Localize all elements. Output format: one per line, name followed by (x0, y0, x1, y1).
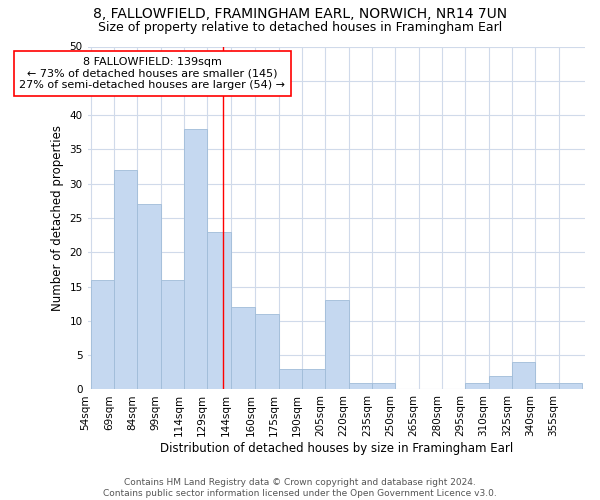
X-axis label: Distribution of detached houses by size in Framingham Earl: Distribution of detached houses by size … (160, 442, 513, 455)
Bar (161, 280, 184, 390)
Bar (207, 232, 230, 390)
Bar (114, 170, 137, 390)
Bar (488, 376, 512, 390)
Text: Size of property relative to detached houses in Framingham Earl: Size of property relative to detached ho… (98, 21, 502, 34)
Bar (91, 280, 114, 390)
Bar (372, 382, 395, 390)
Bar (559, 382, 582, 390)
Bar (137, 204, 161, 390)
Bar (279, 369, 302, 390)
Bar (349, 382, 372, 390)
Bar (512, 362, 535, 390)
Bar (466, 382, 488, 390)
Text: 8 FALLOWFIELD: 139sqm
← 73% of detached houses are smaller (145)
27% of semi-det: 8 FALLOWFIELD: 139sqm ← 73% of detached … (19, 57, 285, 90)
Y-axis label: Number of detached properties: Number of detached properties (51, 125, 64, 311)
Text: Contains HM Land Registry data © Crown copyright and database right 2024.
Contai: Contains HM Land Registry data © Crown c… (103, 478, 497, 498)
Text: 8, FALLOWFIELD, FRAMINGHAM EARL, NORWICH, NR14 7UN: 8, FALLOWFIELD, FRAMINGHAM EARL, NORWICH… (93, 8, 507, 22)
Bar (325, 300, 349, 390)
Bar (184, 129, 207, 390)
Bar (302, 369, 325, 390)
Bar (535, 382, 559, 390)
Bar (230, 307, 256, 390)
Bar (256, 314, 279, 390)
